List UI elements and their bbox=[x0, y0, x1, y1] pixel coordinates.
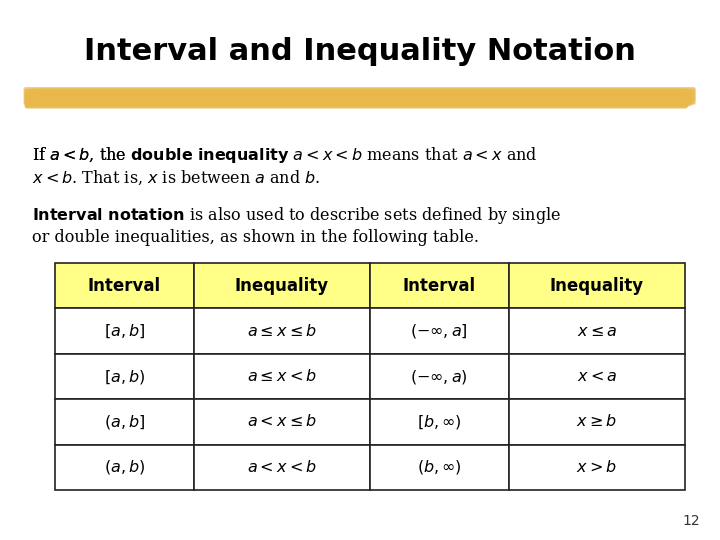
Text: Inequality: Inequality bbox=[235, 276, 329, 295]
Bar bbox=[370, 263, 508, 308]
Bar bbox=[194, 399, 370, 444]
Bar bbox=[370, 308, 508, 354]
Text: $[a,b)$: $[a,b)$ bbox=[104, 368, 145, 386]
Text: $[b,\infty)$: $[b,\infty)$ bbox=[417, 413, 462, 431]
Text: Interval and Inequality Notation: Interval and Inequality Notation bbox=[84, 37, 636, 66]
FancyBboxPatch shape bbox=[32, 89, 696, 102]
Text: 12: 12 bbox=[683, 514, 700, 528]
Text: $a < x < b$: $a < x < b$ bbox=[247, 459, 317, 476]
Bar bbox=[194, 444, 370, 490]
Bar bbox=[508, 399, 685, 444]
Text: If $a < b$, the $\bf{double\ inequality}$ $a < x < b$ means that $a < x$ and: If $a < b$, the $\bf{double\ inequality}… bbox=[32, 145, 538, 165]
Text: $(b,\infty)$: $(b,\infty)$ bbox=[417, 458, 462, 476]
Bar bbox=[508, 263, 685, 308]
Text: or double inequalities, as shown in the following table.: or double inequalities, as shown in the … bbox=[32, 230, 479, 246]
Text: $x \geq b$: $x \geq b$ bbox=[576, 414, 617, 430]
Text: $[a,b]$: $[a,b]$ bbox=[104, 322, 145, 340]
Text: Interval: Interval bbox=[402, 276, 476, 295]
FancyBboxPatch shape bbox=[32, 91, 694, 104]
Text: $(-\infty,a]$: $(-\infty,a]$ bbox=[410, 322, 468, 340]
Text: Inequality: Inequality bbox=[550, 276, 644, 295]
Bar bbox=[370, 354, 508, 399]
Bar bbox=[55, 399, 194, 444]
Bar bbox=[370, 444, 508, 490]
Text: $x < b$. That is, $x$ is between $a$ and $b$.: $x < b$. That is, $x$ is between $a$ and… bbox=[32, 169, 320, 187]
Bar bbox=[55, 308, 194, 354]
Text: $\bf{Interval\ notation}$ is also used to describe sets defined by single: $\bf{Interval\ notation}$ is also used t… bbox=[32, 205, 561, 226]
FancyBboxPatch shape bbox=[26, 89, 692, 103]
Text: $a < x \leq b$: $a < x \leq b$ bbox=[247, 414, 317, 430]
Text: $a \leq x \leq b$: $a \leq x \leq b$ bbox=[247, 322, 317, 340]
Text: $a \leq x < b$: $a \leq x < b$ bbox=[247, 368, 317, 385]
FancyBboxPatch shape bbox=[26, 92, 688, 107]
Bar bbox=[508, 308, 685, 354]
Bar bbox=[194, 263, 370, 308]
Bar bbox=[194, 354, 370, 399]
Bar bbox=[55, 354, 194, 399]
Text: $(a,b)$: $(a,b)$ bbox=[104, 458, 145, 476]
FancyBboxPatch shape bbox=[25, 93, 692, 106]
Text: $x < a$: $x < a$ bbox=[577, 368, 617, 385]
Bar bbox=[508, 354, 685, 399]
Bar bbox=[55, 444, 194, 490]
Text: $x \leq a$: $x \leq a$ bbox=[577, 322, 617, 340]
Bar bbox=[370, 399, 508, 444]
Bar bbox=[508, 444, 685, 490]
Bar bbox=[194, 308, 370, 354]
Text: Interval: Interval bbox=[88, 276, 161, 295]
FancyBboxPatch shape bbox=[24, 89, 688, 109]
Text: If $a < b$, the: If $a < b$, the bbox=[32, 146, 127, 164]
Text: $(a,b]$: $(a,b]$ bbox=[104, 413, 145, 431]
Bar bbox=[55, 263, 194, 308]
Text: $(-\infty,a)$: $(-\infty,a)$ bbox=[410, 368, 468, 386]
FancyBboxPatch shape bbox=[24, 87, 696, 105]
FancyBboxPatch shape bbox=[24, 91, 690, 106]
Text: $x > b$: $x > b$ bbox=[576, 459, 617, 476]
